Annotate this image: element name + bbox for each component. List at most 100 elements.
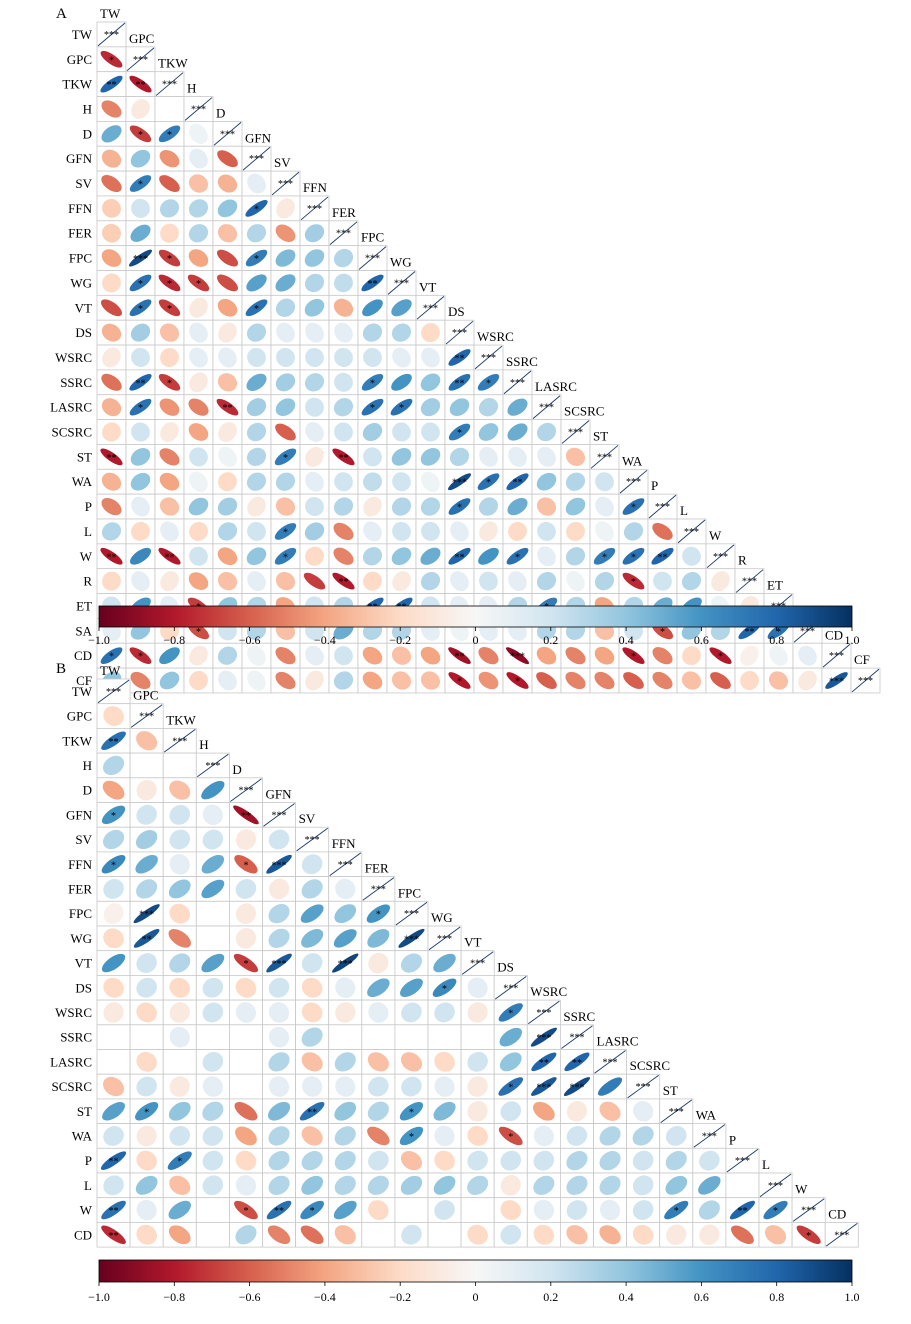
- significance-label: ***: [569, 1083, 584, 1094]
- correlation-ellipse: [276, 322, 295, 343]
- correlation-ellipse: [101, 398, 122, 417]
- correlation-ellipse: [632, 1126, 654, 1146]
- correlation-ellipse: [246, 547, 267, 566]
- correlation-ellipse: [400, 953, 422, 973]
- correlation-ellipse: [537, 546, 556, 567]
- row-label: SA: [75, 623, 92, 638]
- correlation-ellipse: [362, 323, 383, 342]
- diagonal-label: ***: [768, 1181, 783, 1192]
- correlation-ellipse: [566, 1100, 588, 1122]
- correlation-ellipse: [217, 547, 238, 566]
- correlation-ellipse: [300, 1225, 324, 1244]
- significance-label: **: [165, 552, 175, 563]
- matrix-cell: [427, 1024, 462, 1050]
- correlation-ellipse: [301, 879, 323, 899]
- column-label: WG: [390, 255, 412, 270]
- row-label: H: [83, 101, 92, 116]
- correlation-ellipse: [247, 670, 266, 691]
- correlation-ellipse: [218, 670, 237, 691]
- diagonal-label: ***: [191, 104, 206, 115]
- correlation-ellipse: [268, 1175, 290, 1195]
- correlation-ellipse: [247, 571, 266, 592]
- correlation-ellipse: [135, 854, 158, 874]
- correlation-ellipse: [508, 521, 527, 541]
- correlation-ellipse: [300, 1200, 325, 1220]
- row-label: WA: [72, 474, 93, 489]
- significance-label: ***: [829, 677, 844, 688]
- significance-label: *: [370, 378, 375, 389]
- correlation-ellipse: [188, 423, 209, 441]
- diagonal-line: [362, 877, 395, 901]
- correlation-ellipse: [169, 804, 191, 825]
- correlation-ellipse: [304, 373, 325, 392]
- correlation-ellipse: [392, 472, 411, 492]
- correlation-ellipse: [622, 647, 645, 665]
- diagonal-line: [648, 494, 677, 519]
- correlation-ellipse: [333, 248, 354, 268]
- diagonal-line: [130, 704, 163, 728]
- diagonal-label: ***: [249, 154, 264, 165]
- diagonal-label: ***: [829, 651, 844, 662]
- correlation-ellipse: [101, 149, 122, 168]
- row-label: GPC: [67, 709, 92, 724]
- correlation-ellipse: [729, 1200, 756, 1220]
- correlation-ellipse: [499, 1027, 522, 1047]
- correlation-ellipse: [169, 1002, 190, 1023]
- correlation-ellipse: [332, 448, 355, 466]
- significance-label: *: [138, 130, 143, 141]
- correlation-ellipse: [136, 1199, 157, 1221]
- correlation-ellipse: [246, 472, 267, 491]
- column-label: WSRC: [530, 984, 567, 999]
- correlation-ellipse: [536, 472, 557, 491]
- row-label: P: [85, 499, 92, 514]
- correlation-ellipse: [335, 1002, 356, 1023]
- correlation-ellipse: [274, 448, 297, 466]
- correlation-ellipse: [698, 1176, 721, 1195]
- column-label: R: [738, 553, 747, 568]
- correlation-ellipse: [508, 571, 527, 592]
- correlation-ellipse: [390, 398, 413, 416]
- correlation-ellipse: [566, 570, 585, 592]
- diagonal-line: [503, 370, 532, 395]
- row-label: LASRC: [50, 400, 92, 415]
- correlation-ellipse: [599, 1175, 621, 1195]
- correlation-ellipse: [368, 952, 389, 974]
- row-label: VT: [75, 956, 92, 971]
- correlation-ellipse: [566, 521, 585, 541]
- correlation-ellipse: [334, 1225, 356, 1245]
- column-label: FPC: [361, 230, 384, 245]
- correlation-ellipse: [268, 928, 290, 948]
- matrix-cell: [241, 369, 272, 396]
- correlation-ellipse: [334, 1052, 356, 1072]
- correlation-ellipse: [305, 446, 324, 467]
- correlation-ellipse: [159, 199, 180, 218]
- correlation-ellipse: [420, 373, 441, 392]
- correlation-ellipse: [595, 496, 614, 517]
- diagonal-line: [792, 1198, 825, 1222]
- correlation-ellipse: [537, 521, 556, 541]
- correlation-ellipse: [268, 1076, 290, 1097]
- correlation-ellipse: [333, 547, 354, 565]
- correlation-ellipse: [217, 497, 238, 516]
- matrix-cell: [162, 752, 197, 779]
- column-label: SSRC: [563, 1009, 595, 1024]
- diagonal-label: ***: [452, 328, 467, 339]
- row-label: WG: [70, 931, 92, 946]
- correlation-ellipse: [168, 929, 191, 948]
- correlation-ellipse: [335, 1076, 356, 1097]
- correlation-ellipse: [334, 646, 353, 666]
- correlation-ellipse: [478, 671, 499, 690]
- diagonal-label: ***: [139, 712, 154, 723]
- diagonal-line: [825, 1223, 858, 1247]
- correlation-ellipse: [136, 879, 158, 899]
- correlation-ellipse: [368, 1002, 389, 1023]
- correlation-ellipse: [420, 398, 441, 417]
- significance-label: **: [307, 1107, 317, 1118]
- correlation-ellipse: [102, 780, 125, 800]
- column-label: CD: [825, 627, 843, 642]
- correlation-ellipse: [305, 471, 324, 492]
- correlation-ellipse: [159, 647, 180, 665]
- correlation-ellipse: [665, 1175, 688, 1195]
- correlation-ellipse: [652, 647, 673, 665]
- diagonal-label: ***: [684, 527, 699, 538]
